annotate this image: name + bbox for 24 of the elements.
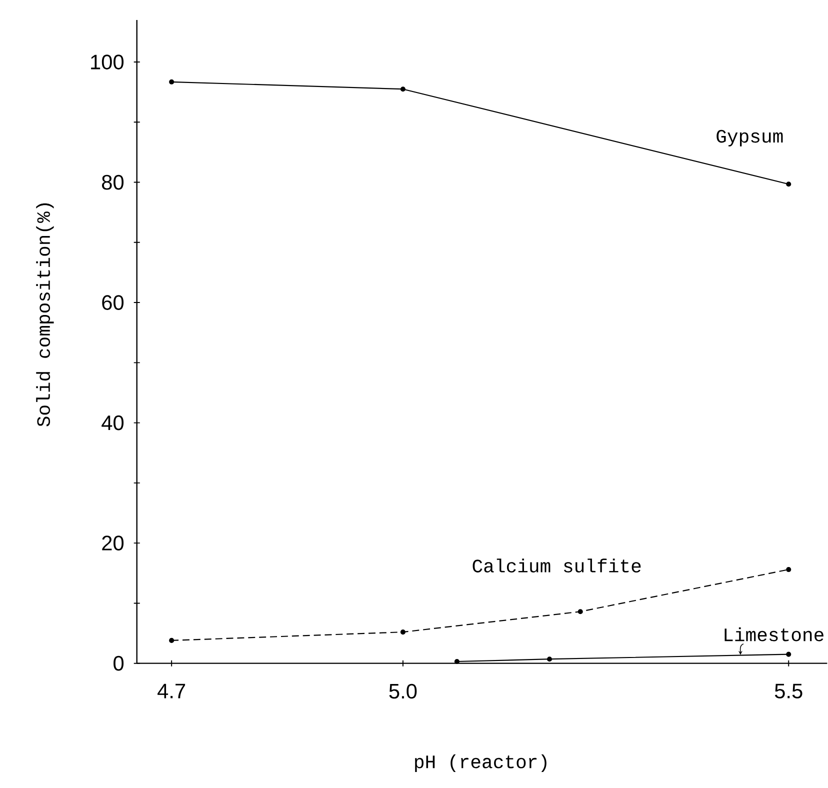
y-tick-label: 0 [114, 656, 124, 671]
y-tick-label: 40 [102, 415, 124, 430]
x-tick-label: 4.7 [158, 684, 186, 698]
x-axis-title: pH (reactor) [415, 754, 546, 772]
point [169, 638, 174, 643]
y-tick-label: 20 [102, 536, 124, 550]
point [169, 79, 174, 84]
y-tick-label: 60 [102, 295, 124, 310]
x-tick-label: 5.0 [389, 684, 417, 699]
x-tick-label: 5.5 [774, 684, 802, 698]
series-label: Calcium sulfite [472, 558, 641, 572]
point [400, 629, 406, 634]
point [786, 566, 792, 572]
point [786, 181, 792, 187]
series-label: Limestone [724, 627, 824, 642]
y-tick-label: 80 [102, 174, 124, 190]
y-axis-title: Solid composition(%) [36, 203, 54, 426]
series-label: Gypsum [716, 130, 783, 146]
point [546, 656, 552, 662]
point [786, 652, 792, 657]
point [578, 608, 583, 614]
point [454, 658, 460, 664]
y-tick-label: 100 [91, 54, 124, 70]
point [400, 86, 406, 92]
